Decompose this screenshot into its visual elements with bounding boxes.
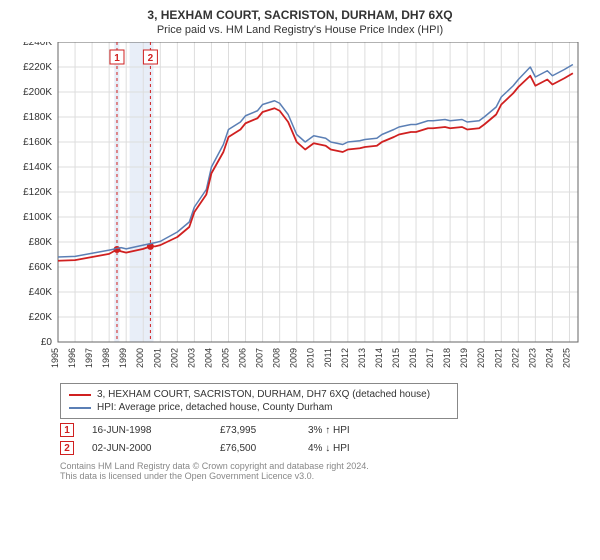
- svg-text:1998: 1998: [101, 348, 111, 368]
- svg-text:£140K: £140K: [23, 162, 52, 173]
- attribution-text: Contains HM Land Registry data © Crown c…: [60, 461, 590, 482]
- svg-text:£200K: £200K: [23, 87, 52, 98]
- svg-text:2008: 2008: [272, 348, 282, 368]
- svg-text:2018: 2018: [442, 348, 452, 368]
- transaction-date: 02-JUN-2000: [92, 443, 202, 454]
- transaction-price: £73,995: [220, 425, 290, 436]
- attribution-line-2: This data is licensed under the Open Gov…: [60, 471, 590, 481]
- legend-label-property: 3, HEXHAM COURT, SACRISTON, DURHAM, DH7 …: [97, 388, 430, 401]
- svg-text:2019: 2019: [459, 348, 469, 368]
- legend-swatch-property: [69, 394, 91, 396]
- svg-text:2007: 2007: [255, 348, 265, 368]
- svg-text:2000: 2000: [135, 348, 145, 368]
- svg-text:2013: 2013: [357, 348, 367, 368]
- svg-text:£120K: £120K: [23, 187, 52, 198]
- chart-title: 3, HEXHAM COURT, SACRISTON, DURHAM, DH7 …: [10, 8, 590, 22]
- svg-text:2014: 2014: [374, 348, 384, 368]
- svg-text:£100K: £100K: [23, 212, 52, 223]
- svg-text:2024: 2024: [544, 348, 554, 368]
- svg-text:1: 1: [114, 53, 120, 64]
- transaction-price: £76,500: [220, 443, 290, 454]
- svg-text:2022: 2022: [510, 348, 520, 368]
- transaction-marker-1: 1: [60, 423, 74, 437]
- svg-text:£60K: £60K: [29, 262, 53, 273]
- attribution-line-1: Contains HM Land Registry data © Crown c…: [60, 461, 590, 471]
- transaction-date: 16-JUN-1998: [92, 425, 202, 436]
- legend-swatch-hpi: [69, 407, 91, 409]
- svg-text:£180K: £180K: [23, 112, 52, 123]
- svg-text:1995: 1995: [50, 348, 60, 368]
- transaction-row: 2 02-JUN-2000 £76,500 4% ↓ HPI: [60, 441, 590, 455]
- svg-text:2001: 2001: [152, 348, 162, 368]
- svg-text:2015: 2015: [391, 348, 401, 368]
- transactions-table: 1 16-JUN-1998 £73,995 3% ↑ HPI 2 02-JUN-…: [60, 423, 590, 455]
- svg-text:2004: 2004: [203, 348, 213, 368]
- svg-text:£40K: £40K: [29, 287, 53, 298]
- legend-label-hpi: HPI: Average price, detached house, Coun…: [97, 401, 333, 414]
- svg-text:2016: 2016: [408, 348, 418, 368]
- svg-text:2011: 2011: [323, 348, 333, 367]
- svg-text:£20K: £20K: [29, 312, 53, 323]
- svg-text:2017: 2017: [425, 348, 435, 368]
- svg-text:£160K: £160K: [23, 137, 52, 148]
- svg-text:2020: 2020: [476, 348, 486, 368]
- svg-text:2021: 2021: [493, 348, 503, 368]
- svg-text:2010: 2010: [306, 348, 316, 368]
- chart-svg: £0 £20K £40K £60K £80K £100K £120K £140K £160K £1…: [10, 42, 590, 372]
- transaction-row: 1 16-JUN-1998 £73,995 3% ↑ HPI: [60, 423, 590, 437]
- transaction-diff: 3% ↑ HPI: [308, 425, 398, 436]
- svg-text:2025: 2025: [561, 348, 571, 368]
- svg-text:£220K: £220K: [23, 62, 52, 73]
- svg-text:1999: 1999: [118, 348, 128, 368]
- line-chart: £0 £20K £40K £60K £80K £100K £120K £140K £160K £1…: [10, 42, 590, 377]
- svg-text:2023: 2023: [527, 348, 537, 368]
- chart-subtitle: Price paid vs. HM Land Registry's House …: [10, 24, 590, 36]
- svg-text:2009: 2009: [289, 348, 299, 368]
- svg-text:2: 2: [148, 53, 154, 64]
- legend-box: 3, HEXHAM COURT, SACRISTON, DURHAM, DH7 …: [60, 383, 458, 419]
- chart-container: 3, HEXHAM COURT, SACRISTON, DURHAM, DH7 …: [0, 0, 600, 560]
- transaction-marker-2: 2: [60, 441, 74, 455]
- svg-text:2006: 2006: [238, 348, 248, 368]
- transaction-diff: 4% ↓ HPI: [308, 443, 398, 454]
- svg-text:2003: 2003: [186, 348, 196, 368]
- legend-item-property: 3, HEXHAM COURT, SACRISTON, DURHAM, DH7 …: [69, 388, 449, 401]
- svg-text:2012: 2012: [340, 348, 350, 368]
- svg-text:2005: 2005: [220, 348, 230, 368]
- svg-text:1997: 1997: [84, 348, 94, 368]
- svg-text:£240K: £240K: [23, 42, 52, 48]
- legend-item-hpi: HPI: Average price, detached house, Coun…: [69, 401, 449, 414]
- svg-text:2002: 2002: [169, 348, 179, 368]
- svg-text:£0: £0: [41, 337, 53, 348]
- svg-text:1996: 1996: [67, 348, 77, 368]
- svg-text:£80K: £80K: [29, 237, 53, 248]
